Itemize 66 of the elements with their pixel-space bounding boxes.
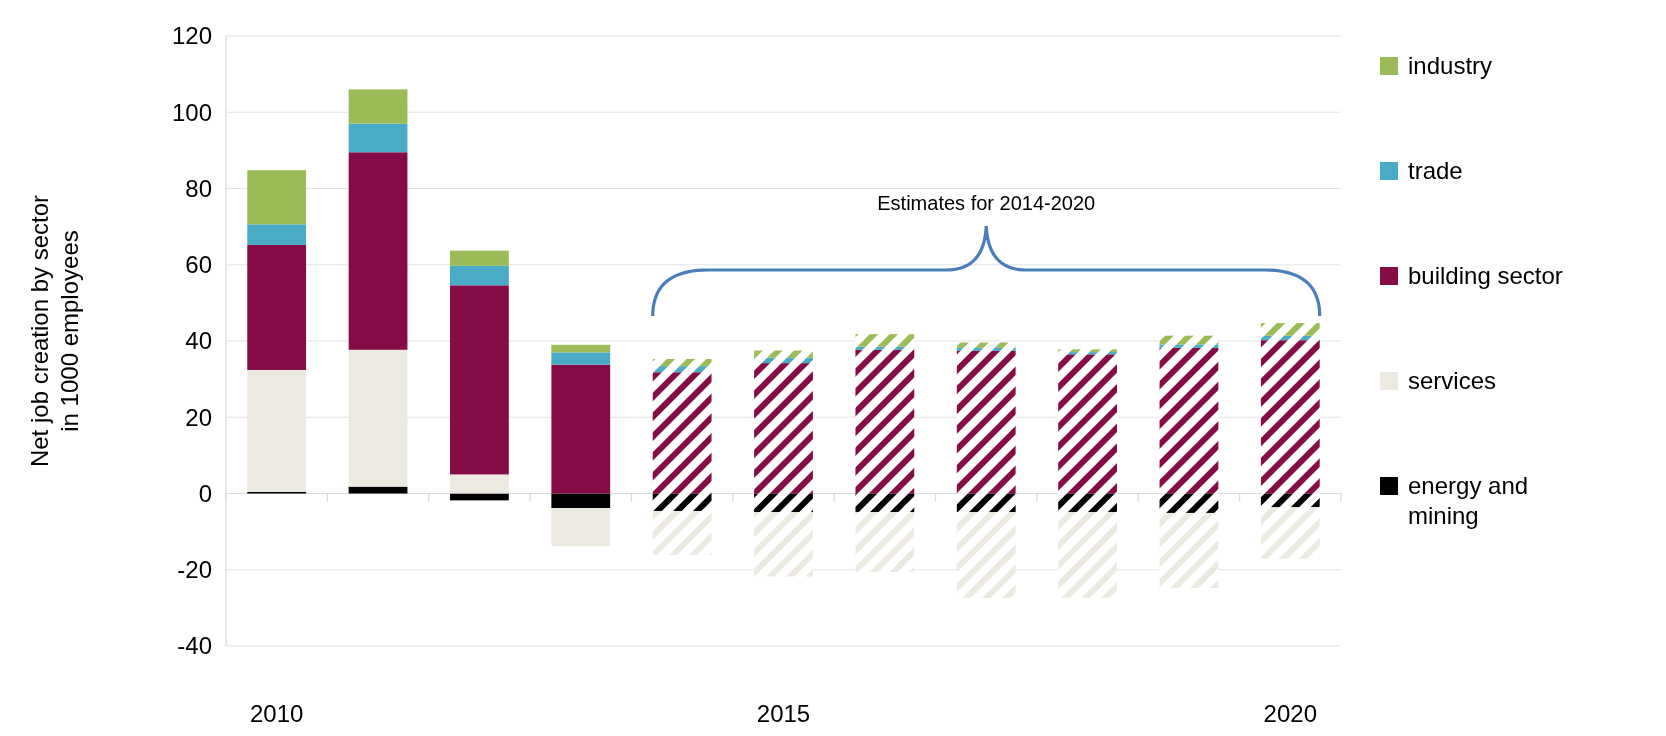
bar	[754, 357, 813, 364]
bar	[1159, 344, 1219, 348]
bar	[551, 493, 611, 508]
bar	[855, 493, 915, 513]
bar	[956, 350, 1016, 494]
bar	[855, 334, 915, 347]
bar	[855, 346, 915, 350]
bar	[652, 372, 712, 494]
bar	[247, 244, 307, 370]
bar	[1159, 335, 1219, 345]
bar	[956, 512, 1016, 598]
bar	[956, 347, 1016, 351]
bar	[754, 363, 813, 494]
y-tick-label: 40	[185, 327, 212, 355]
bar	[450, 285, 509, 475]
bar	[956, 342, 1016, 348]
y-tick-label: 100	[171, 98, 212, 126]
y-tick-label: -20	[177, 556, 212, 584]
y-axis-title: Net job creation by sector in 1000 employees	[26, 194, 83, 468]
legend-label: building sector	[1408, 262, 1563, 290]
bar	[1058, 512, 1117, 598]
bar	[247, 224, 307, 245]
bar	[652, 493, 712, 512]
bar	[956, 493, 1016, 513]
bar	[754, 350, 813, 358]
bar	[348, 89, 408, 124]
bar	[855, 349, 915, 494]
legend-label: industry	[1408, 52, 1493, 80]
bar	[754, 512, 813, 577]
bar	[652, 511, 712, 555]
bar	[855, 512, 915, 573]
y-tick-label: 60	[185, 251, 212, 279]
x-tick-label: 2015	[756, 700, 811, 727]
bar	[1260, 340, 1320, 494]
bar	[450, 265, 509, 286]
y-tick-label: 0	[198, 479, 212, 507]
bar	[1159, 493, 1219, 513]
bar	[551, 344, 611, 353]
y-tick-label: 20	[185, 403, 212, 431]
bar	[1159, 512, 1219, 589]
bar	[247, 170, 307, 225]
legend-label: energy and mining	[1408, 472, 1529, 530]
bar	[348, 152, 408, 350]
bar	[551, 507, 611, 547]
y-tick-label: 120	[171, 22, 212, 50]
y-tick-label: -40	[177, 632, 212, 660]
bar	[348, 123, 408, 153]
legend-label: services	[1408, 367, 1497, 395]
annotation: Estimates for 2014-2020	[877, 192, 1096, 214]
x-tick-label: 2010	[249, 700, 304, 727]
bar	[1058, 354, 1117, 494]
x-tick-label: 2020	[1263, 700, 1318, 727]
bar	[551, 352, 611, 365]
bar	[450, 474, 509, 494]
bar	[551, 364, 611, 494]
y-tick-label: 80	[185, 174, 212, 202]
bar	[1260, 507, 1320, 559]
legend-label: trade	[1408, 157, 1463, 185]
bar	[1260, 493, 1320, 508]
bar	[1058, 493, 1117, 513]
bar	[450, 250, 509, 266]
bar	[348, 486, 408, 494]
bar	[652, 358, 712, 367]
bar	[1260, 323, 1320, 336]
bar	[1159, 347, 1219, 494]
bar	[754, 493, 813, 513]
